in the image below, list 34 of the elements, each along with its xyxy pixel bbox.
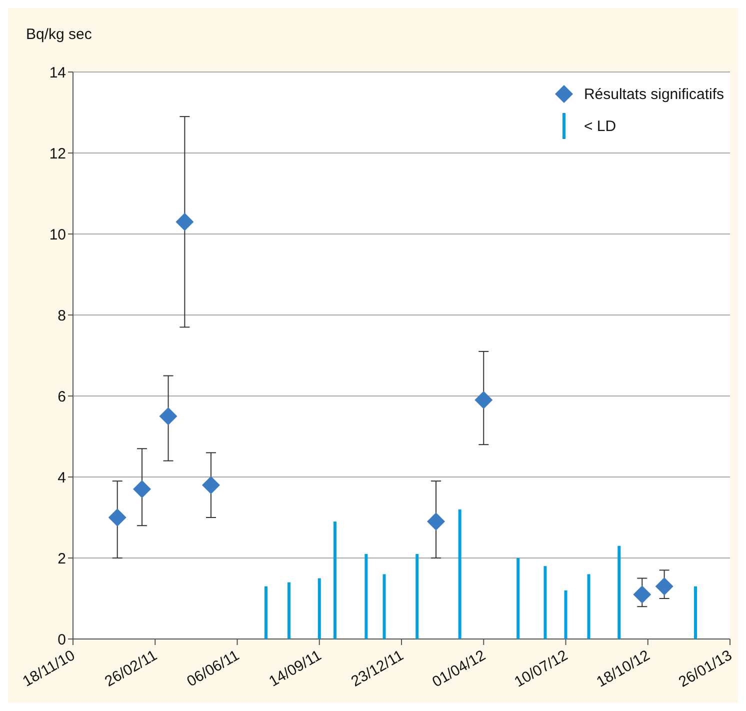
bar: [416, 554, 419, 639]
y-tick-label: 2: [58, 550, 66, 568]
y-axis-title: Bq/kg sec: [26, 26, 92, 43]
point: [132, 480, 151, 498]
point: [202, 476, 220, 494]
y-tick-label: 8: [58, 307, 66, 324]
bar: [564, 590, 568, 639]
bar: [333, 522, 336, 639]
bar: [516, 558, 520, 639]
legend-label: < LD: [584, 118, 616, 134]
bar: [618, 546, 621, 639]
y-tick-label: 10: [49, 226, 66, 244]
y-tick-label: 14: [49, 64, 66, 82]
point: [633, 585, 652, 604]
point: [108, 508, 126, 526]
bar: [382, 574, 386, 639]
bar: [587, 574, 590, 639]
legend-label: Résultats significatifs: [584, 86, 724, 102]
y-tick-label: 0: [58, 631, 66, 648]
bar: [264, 586, 268, 639]
bar: [364, 554, 368, 639]
y-tick-label: 6: [58, 388, 66, 406]
bar: [694, 586, 698, 639]
y-tick-label: 4: [58, 469, 66, 486]
bar: [544, 566, 547, 639]
point: [159, 407, 178, 426]
y-tick-label: 12: [49, 145, 66, 162]
point: [474, 391, 493, 410]
bar: [458, 509, 462, 639]
bar: [318, 578, 321, 639]
point: [176, 212, 194, 231]
point: [426, 512, 445, 531]
point: [655, 577, 674, 596]
bar: [287, 582, 290, 639]
